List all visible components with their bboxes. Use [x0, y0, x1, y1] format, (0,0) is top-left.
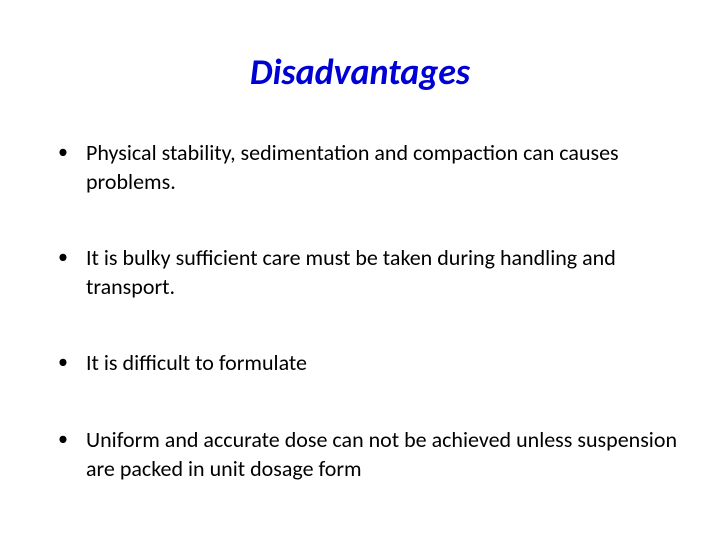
bullet-list: Physical stability, sedimentation and co… — [40, 139, 680, 483]
list-item: Physical stability, sedimentation and co… — [58, 139, 680, 196]
slide-title: Disadvantages — [40, 50, 680, 94]
slide-container: Disadvantages Physical stability, sedime… — [0, 0, 720, 540]
list-item: Uniform and accurate dose can not be ach… — [58, 426, 680, 483]
list-item: It is bulky sufficient care must be take… — [58, 244, 680, 301]
list-item: It is difficult to formulate — [58, 349, 680, 378]
